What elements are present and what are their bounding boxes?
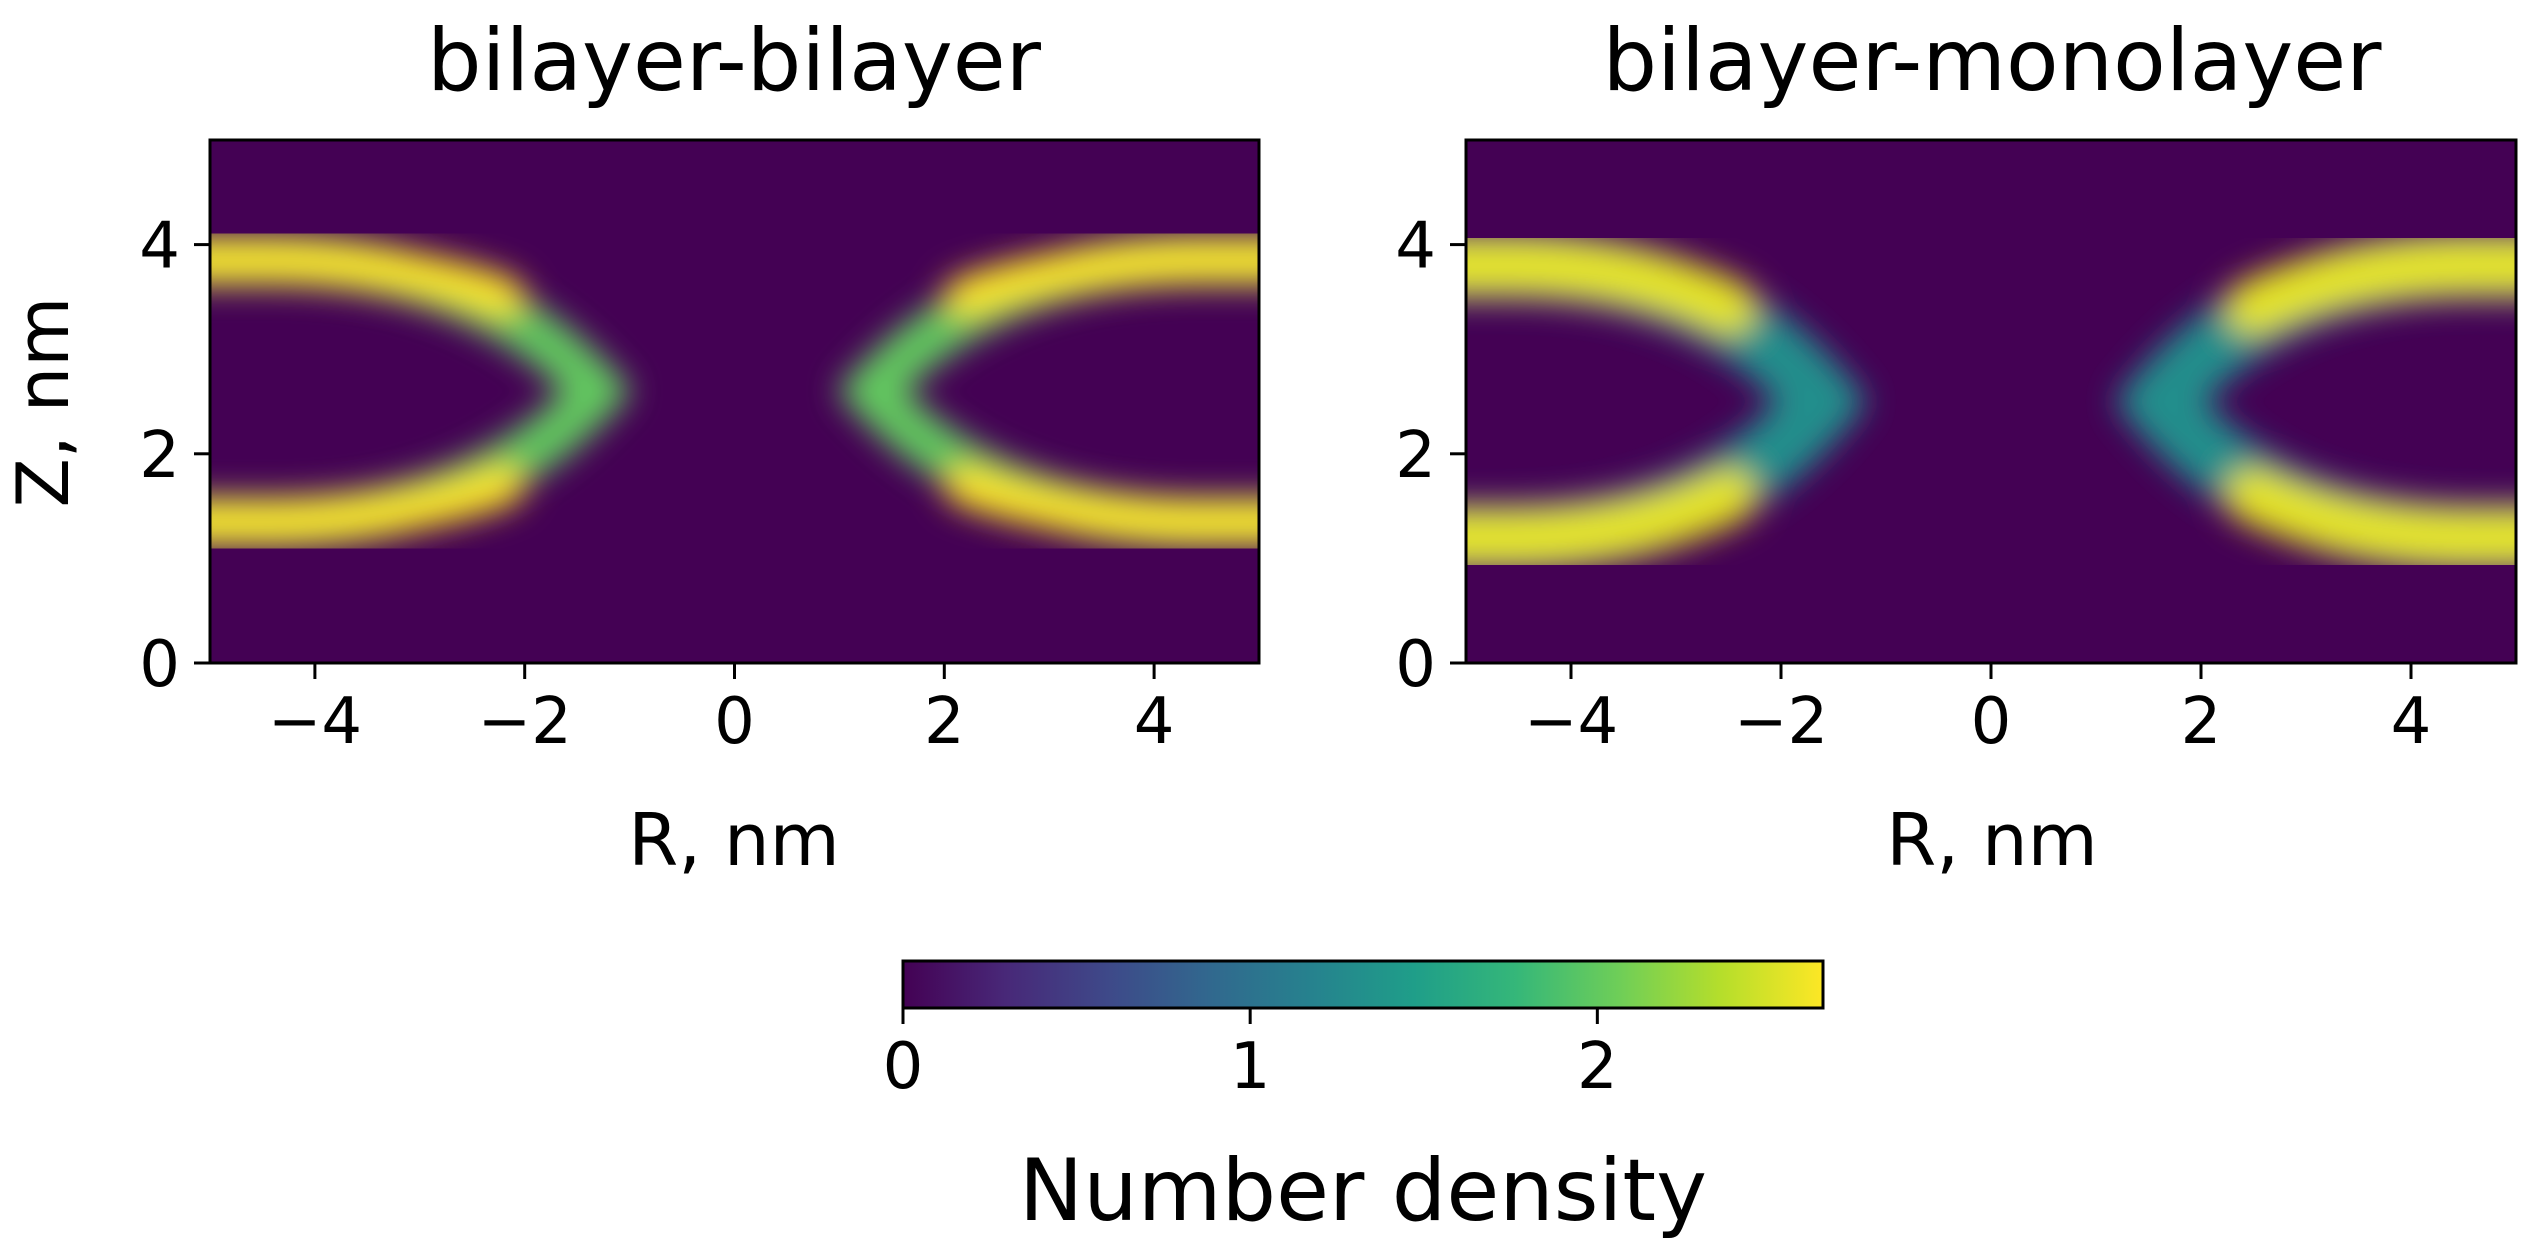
x-tick-label: 4 (1134, 685, 1175, 759)
heatmap-panel-left: bilayer-bilayer −4 −2 0 2 4 0 2 4 R, nm Z, nm (1, 11, 1261, 882)
x-axis-ticks-right: −4 −2 0 2 4 (1524, 663, 2432, 759)
y-tick-label: 4 (1395, 210, 1436, 284)
colorbar-tick: 2 (1577, 1008, 1618, 1104)
x-tick: 2 (2181, 663, 2222, 759)
colorbar-gradient (901, 959, 1825, 1010)
colorbar-tick-label: 1 (1230, 1030, 1271, 1104)
y-tick: 0 (1395, 628, 1466, 702)
x-tick-label: −2 (1734, 685, 1828, 759)
x-tick: 0 (714, 663, 755, 759)
x-tick-label: 2 (924, 685, 965, 759)
colorbar-ticks: 0 1 2 (883, 1008, 1618, 1104)
y-tick: 2 (139, 419, 210, 493)
x-axis-label-right: R, nm (1886, 798, 2098, 882)
x-tick-label: −4 (268, 685, 362, 759)
colorbar: 0 1 2 Number density (883, 959, 1825, 1241)
chart-title-right: bilayer-monolayer (1602, 11, 2382, 111)
x-tick-label: 0 (1971, 685, 2012, 759)
y-axis-label-left: Z, nm (1, 297, 85, 508)
y-tick: 4 (1395, 210, 1466, 284)
y-tick-label: 2 (139, 419, 180, 493)
x-tick: −2 (478, 663, 572, 759)
colorbar-tick: 0 (883, 1008, 924, 1104)
x-tick-label: 0 (714, 685, 755, 759)
y-axis-ticks-right: 0 2 4 (1395, 210, 1466, 702)
x-tick-label: 2 (2181, 685, 2222, 759)
y-tick: 4 (139, 210, 210, 284)
y-tick-label: 4 (139, 210, 180, 284)
y-tick: 0 (139, 628, 210, 702)
x-tick-label: 4 (2391, 685, 2432, 759)
x-tick: 4 (1134, 663, 1175, 759)
x-tick-label: −2 (478, 685, 572, 759)
x-tick: −4 (1524, 663, 1618, 759)
x-tick: 4 (2391, 663, 2432, 759)
heatmap-image-right (1466, 140, 2516, 663)
y-tick-label: 0 (1395, 628, 1436, 702)
y-tick-label: 2 (1395, 419, 1436, 493)
chart-title-left: bilayer-bilayer (427, 11, 1042, 111)
colorbar-tick-label: 0 (883, 1030, 924, 1104)
y-tick-label: 0 (139, 628, 180, 702)
heatmap-panel-right: bilayer-monolayer −4 −2 0 2 4 0 2 4 R, nm (1395, 11, 2518, 882)
x-tick-label: −4 (1524, 685, 1618, 759)
x-tick: −2 (1734, 663, 1828, 759)
colorbar-tick: 1 (1230, 1008, 1271, 1104)
y-tick: 2 (1395, 419, 1466, 493)
colorbar-label: Number density (1019, 1141, 1707, 1241)
x-tick: −4 (268, 663, 362, 759)
y-axis-ticks-left: 0 2 4 (139, 210, 210, 702)
x-tick: 0 (1971, 663, 2012, 759)
heatmap-image-left (210, 140, 1259, 663)
x-axis-ticks-left: −4 −2 0 2 4 (268, 663, 1175, 759)
x-axis-label-left: R, nm (628, 798, 840, 882)
colorbar-tick-label: 2 (1577, 1030, 1618, 1104)
x-tick: 2 (924, 663, 965, 759)
